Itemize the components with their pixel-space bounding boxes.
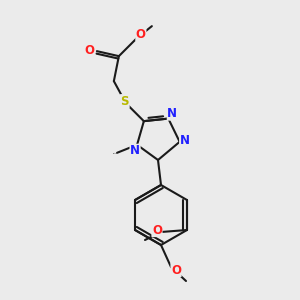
- Text: S: S: [121, 94, 129, 108]
- Text: N: N: [167, 107, 177, 120]
- Text: O: O: [152, 224, 162, 236]
- Text: O: O: [171, 263, 181, 277]
- Text: O: O: [136, 28, 146, 40]
- Text: N: N: [130, 144, 140, 157]
- Text: N: N: [180, 134, 190, 147]
- Text: O: O: [85, 44, 95, 57]
- Text: methyl: methyl: [112, 153, 118, 154]
